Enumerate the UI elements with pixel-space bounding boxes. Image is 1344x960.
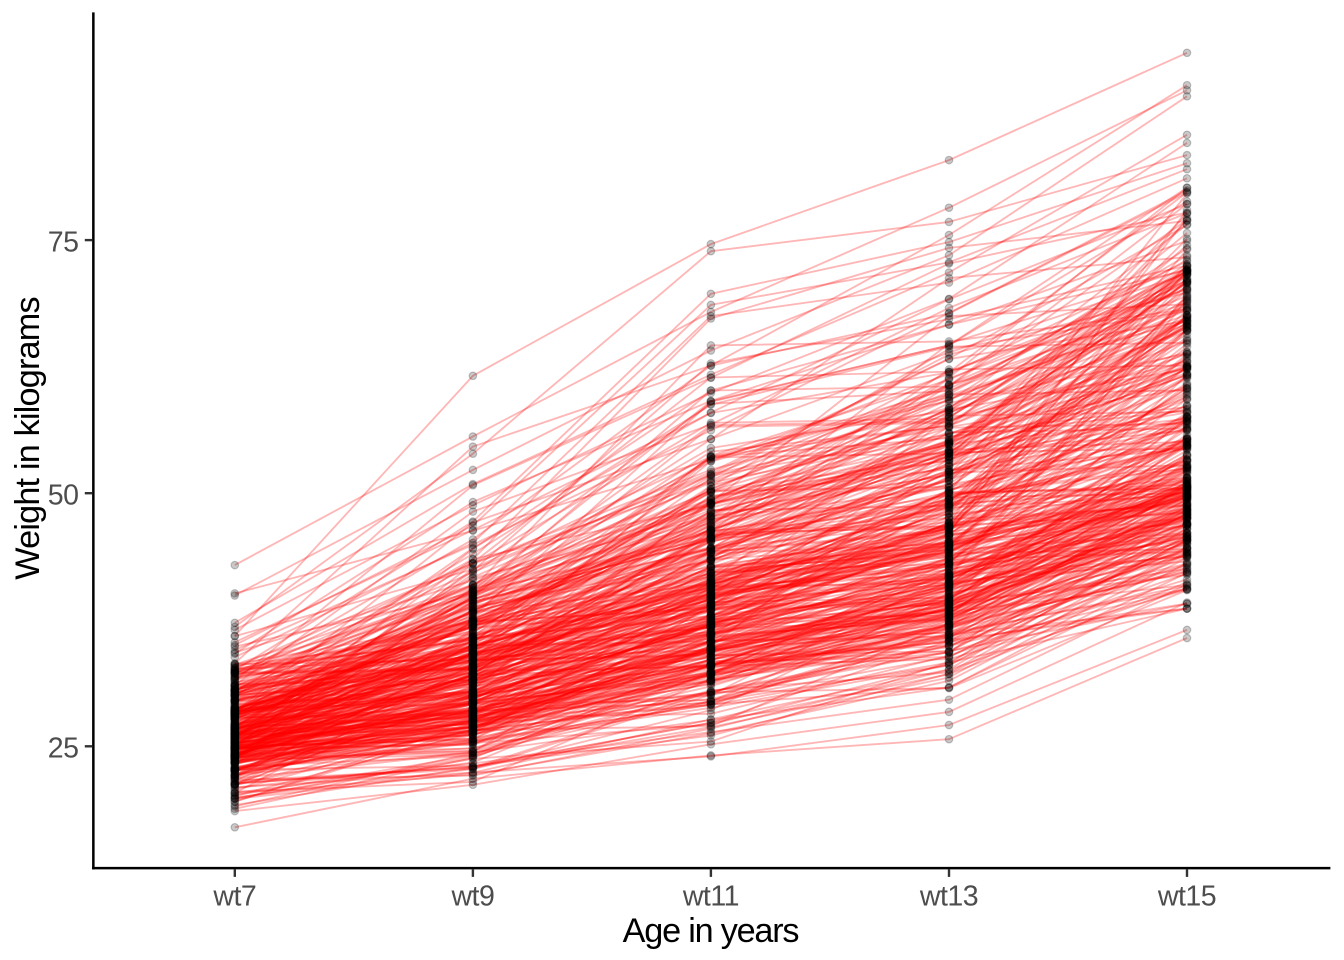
svg-text:25: 25 (48, 733, 79, 765)
svg-text:75: 75 (48, 226, 79, 258)
svg-text:50: 50 (48, 479, 79, 511)
svg-text:wt11: wt11 (682, 880, 739, 912)
svg-text:wt7: wt7 (212, 880, 256, 912)
svg-text:wt13: wt13 (919, 880, 978, 912)
svg-text:Weight in kilograms: Weight in kilograms (9, 297, 47, 579)
svg-text:wt9: wt9 (450, 880, 494, 912)
svg-text:wt15: wt15 (1157, 880, 1216, 912)
svg-text:Age in years: Age in years (623, 912, 799, 950)
